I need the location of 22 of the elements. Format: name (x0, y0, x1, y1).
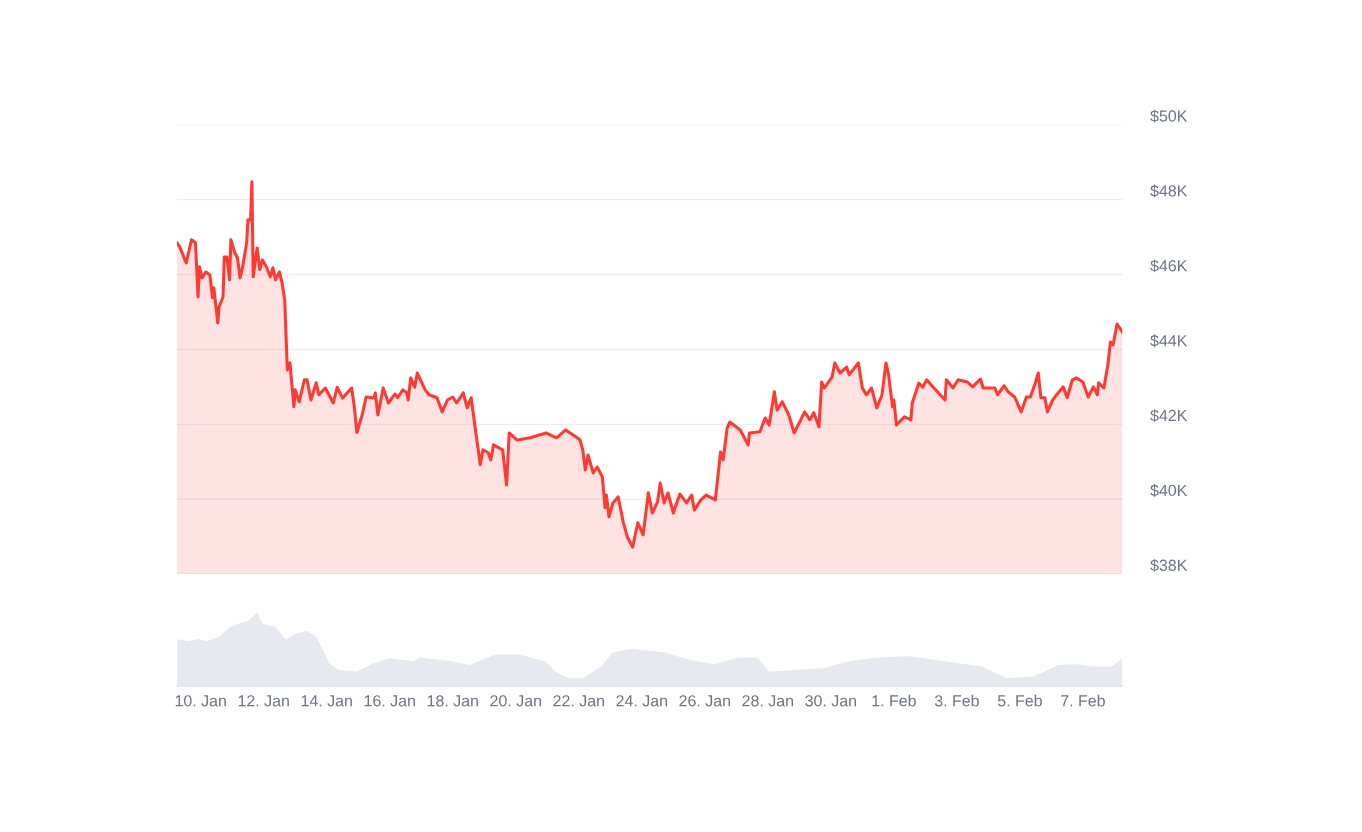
x-tick-label: 10. Jan (175, 695, 226, 707)
x-tick-label: 16. Jan (364, 695, 415, 707)
x-tick-label: 14. Jan (301, 695, 352, 707)
x-tick-label: 3. Feb (934, 694, 979, 707)
x-tick-label: 20. Jan (490, 695, 541, 707)
x-tick-label: 7. Feb (1061, 694, 1105, 707)
x-tick-label: 5. Feb (997, 694, 1042, 707)
y-tick-label: $50K (1150, 109, 1188, 123)
y-tick-label: $44K (1150, 334, 1188, 348)
x-tick-label: 24. Jan (616, 695, 667, 707)
x-tick-label: 30. Jan (805, 695, 856, 707)
x-tick-label: 28. Jan (742, 695, 793, 707)
x-tick-label: 22. Jan (553, 695, 604, 707)
x-tick-label: 1. Feb (872, 694, 916, 707)
y-tick-label: $42K (1150, 409, 1188, 423)
y-tick-label: $40K (1150, 484, 1188, 497)
x-tick-label: 18. Jan (427, 695, 478, 707)
y-tick-label: $46K (1150, 259, 1188, 273)
x-tick-label: 12. Jan (238, 695, 289, 707)
y-tick-label: $48K (1150, 184, 1188, 198)
x-tick-label: 26. Jan (679, 695, 730, 707)
y-tick-label: $38K (1150, 558, 1188, 572)
